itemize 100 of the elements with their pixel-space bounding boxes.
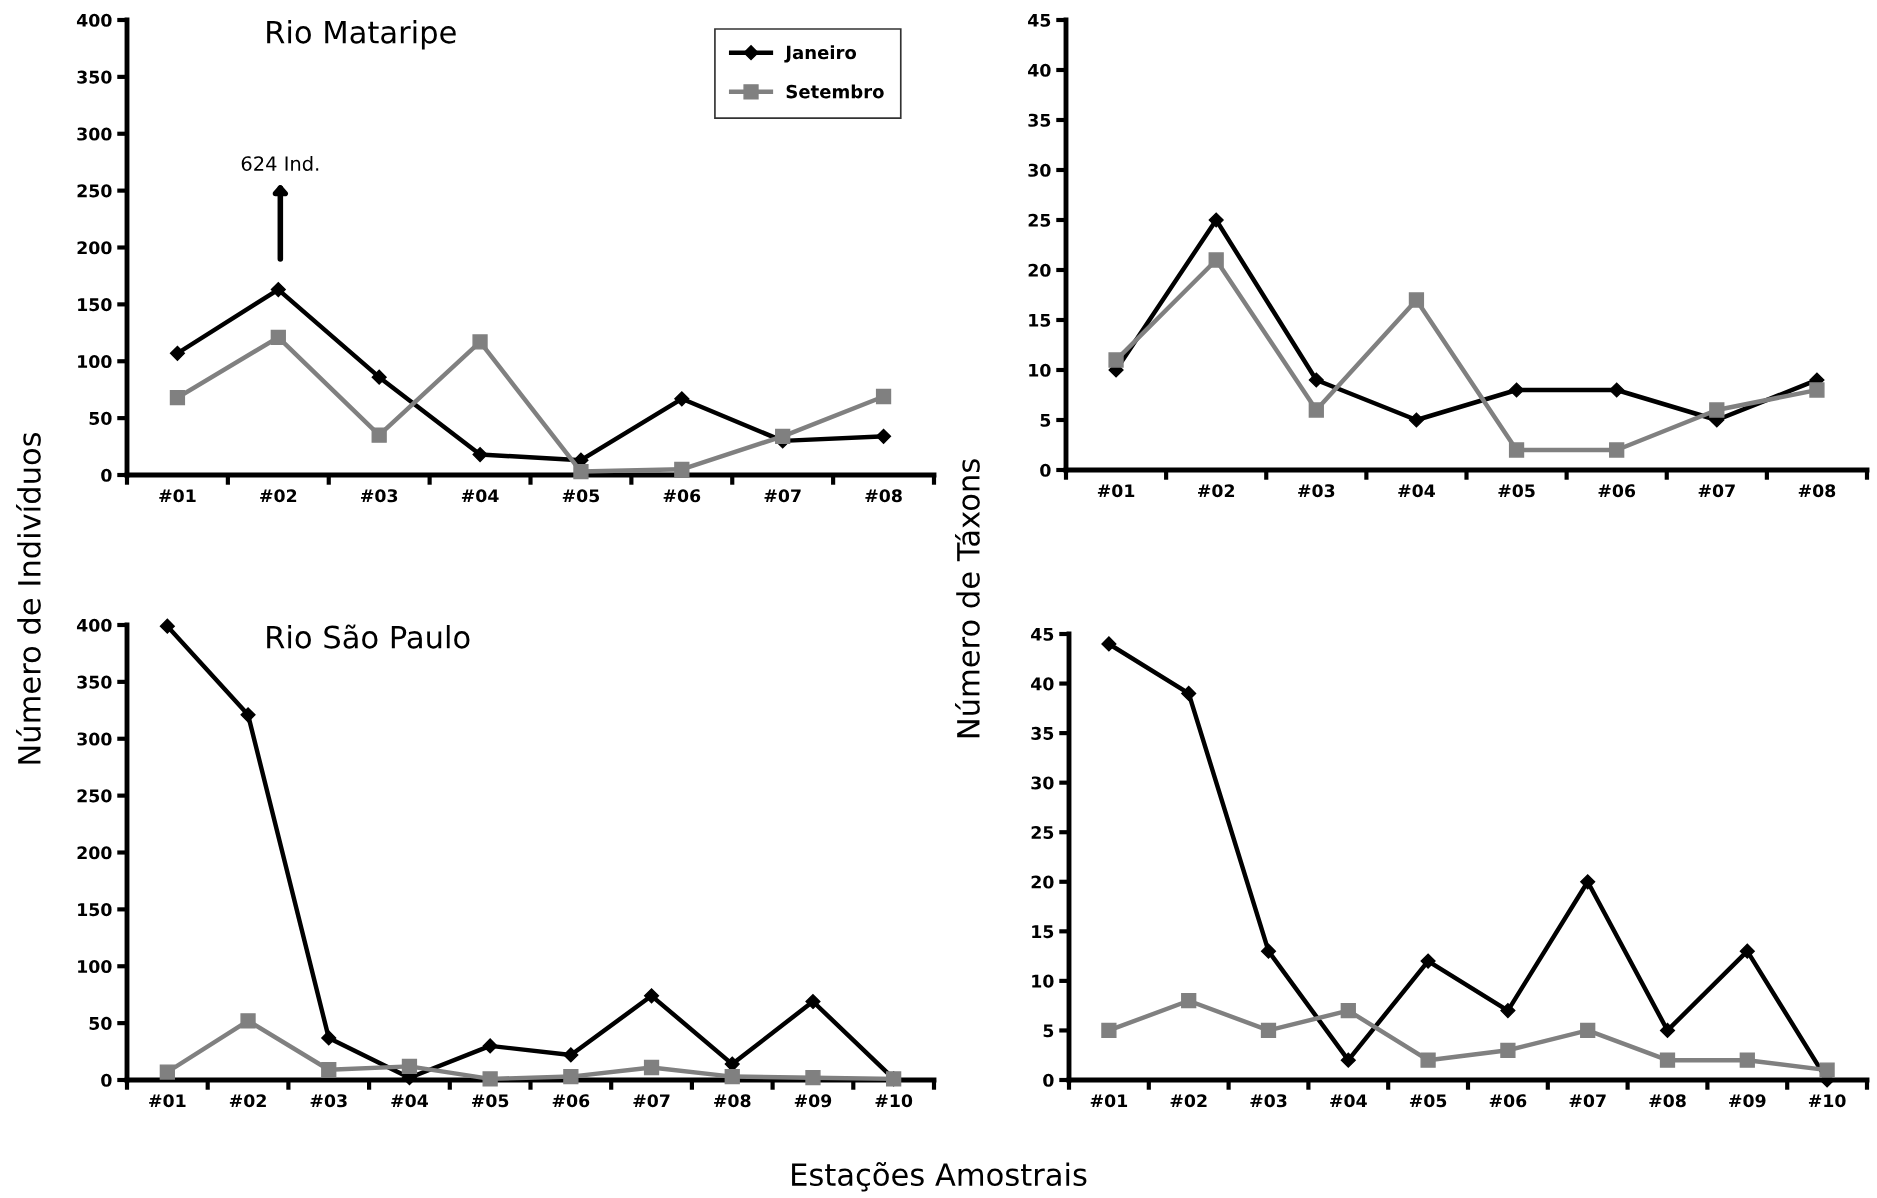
x-tick-label: #05 bbox=[1409, 1094, 1447, 1108]
x-tick-label: #03 bbox=[1250, 1094, 1287, 1108]
y-tick-label: 45 bbox=[1028, 13, 1051, 27]
y-tick-label: 20 bbox=[1031, 875, 1054, 889]
x-tick-label: #03 bbox=[310, 1094, 347, 1108]
point bbox=[775, 428, 791, 444]
y-tick-label: 300 bbox=[77, 732, 112, 746]
x-tick-label: #09 bbox=[794, 1094, 832, 1108]
point bbox=[1739, 943, 1755, 959]
x-tick-label: #08 bbox=[1798, 484, 1836, 498]
point bbox=[1580, 1022, 1596, 1039]
x-tick-label: #06 bbox=[552, 1094, 590, 1108]
point bbox=[805, 993, 821, 1010]
x-tick-label: #06 bbox=[663, 489, 701, 503]
x-tick-label: #04 bbox=[1398, 484, 1435, 498]
point bbox=[563, 1047, 579, 1063]
y-tick-label: 250 bbox=[77, 789, 112, 803]
point bbox=[270, 329, 286, 346]
x-tick-label: #02 bbox=[1170, 1094, 1207, 1108]
y-tick-label: 100 bbox=[78, 354, 112, 369]
x-tick-label: #07 bbox=[1698, 484, 1735, 498]
point bbox=[1420, 1052, 1436, 1068]
y-tick-label: 10 bbox=[1029, 363, 1051, 377]
point bbox=[1659, 1022, 1676, 1039]
point bbox=[159, 618, 175, 634]
y-tick-label: 35 bbox=[1028, 113, 1051, 127]
y-tick-label: 200 bbox=[77, 241, 112, 255]
x-tick-label: #05 bbox=[471, 1094, 509, 1108]
x-tick-label: #04 bbox=[1330, 1094, 1367, 1108]
y-tick-label: 35 bbox=[1031, 726, 1054, 740]
x-tick-label: #04 bbox=[461, 489, 499, 503]
point bbox=[1101, 1022, 1117, 1039]
point bbox=[1181, 685, 1197, 702]
point bbox=[270, 282, 286, 298]
x-tick-label: #07 bbox=[633, 1094, 670, 1108]
point bbox=[1500, 1003, 1516, 1019]
x-tick-label: #03 bbox=[1298, 484, 1335, 498]
y-tick-label: 30 bbox=[1031, 776, 1054, 790]
point bbox=[1609, 382, 1625, 398]
y-tick-label: 40 bbox=[1028, 63, 1051, 77]
x-tick-label: #10 bbox=[1808, 1094, 1846, 1108]
annotation: 624 Ind. bbox=[241, 155, 319, 171]
point bbox=[159, 1064, 175, 1080]
point bbox=[1420, 953, 1436, 969]
x-tick-label: #02 bbox=[229, 1094, 266, 1108]
chart-title: Rio Mataripe bbox=[267, 20, 456, 50]
point bbox=[1609, 442, 1625, 458]
point bbox=[482, 1038, 498, 1054]
y-tick-label: 30 bbox=[1028, 163, 1051, 177]
chart-title: Rio São Paulo bbox=[267, 624, 470, 649]
y-tick-label: 150 bbox=[78, 298, 112, 312]
legend-label: Setembro bbox=[786, 84, 884, 99]
y-tick-label: 5 bbox=[1043, 1024, 1054, 1038]
point bbox=[371, 369, 387, 385]
point bbox=[875, 428, 892, 444]
point bbox=[1809, 382, 1825, 398]
y-tick-label: 400 bbox=[76, 618, 112, 632]
x-tick-label: #08 bbox=[865, 489, 902, 503]
y-axis-title: Número de Indivíduos bbox=[15, 432, 41, 764]
y-tick-label: 400 bbox=[76, 13, 112, 27]
x-tick-label: #01 bbox=[149, 1094, 186, 1108]
point bbox=[1208, 212, 1224, 228]
point bbox=[1208, 252, 1224, 268]
x-tick-label: #03 bbox=[361, 489, 398, 503]
x-tick-label: #01 bbox=[1090, 1094, 1128, 1108]
y-tick-label: 0 bbox=[1040, 463, 1051, 477]
y-tick-label: 10 bbox=[1032, 974, 1054, 988]
x-tick-label: #05 bbox=[1498, 484, 1535, 498]
x-tick-label: #07 bbox=[1569, 1094, 1606, 1108]
point bbox=[169, 390, 186, 406]
y-tick-label: 0 bbox=[101, 1073, 112, 1087]
point bbox=[1181, 993, 1197, 1009]
point bbox=[169, 345, 186, 361]
x-tick-label: #02 bbox=[1198, 484, 1235, 498]
x-tick-label: #08 bbox=[714, 1094, 751, 1108]
point bbox=[1408, 292, 1425, 308]
point bbox=[573, 463, 589, 480]
point bbox=[1101, 636, 1117, 652]
y-tick-label: 300 bbox=[77, 127, 112, 141]
point bbox=[482, 1071, 498, 1087]
x-tick-label: #07 bbox=[764, 489, 801, 503]
point bbox=[1580, 874, 1596, 890]
point bbox=[1308, 402, 1324, 418]
y-tick-label: 15 bbox=[1029, 313, 1051, 327]
point bbox=[875, 388, 892, 405]
point bbox=[1739, 1052, 1755, 1068]
point bbox=[472, 446, 488, 463]
point bbox=[1819, 1062, 1835, 1078]
x-tick-label: #02 bbox=[260, 489, 297, 503]
x-axis-title: Estações Amostrais bbox=[792, 1161, 1087, 1192]
point bbox=[1260, 1022, 1277, 1039]
point bbox=[1659, 1052, 1676, 1068]
point bbox=[674, 391, 690, 407]
y-axis-title: Número de Táxons bbox=[954, 459, 980, 738]
point bbox=[240, 1013, 256, 1029]
y-tick-label: 25 bbox=[1028, 213, 1051, 227]
x-tick-label: #06 bbox=[1489, 1094, 1527, 1108]
x-tick-label: #01 bbox=[1097, 484, 1135, 498]
y-tick-label: 0 bbox=[101, 468, 112, 482]
point bbox=[1500, 1042, 1516, 1058]
